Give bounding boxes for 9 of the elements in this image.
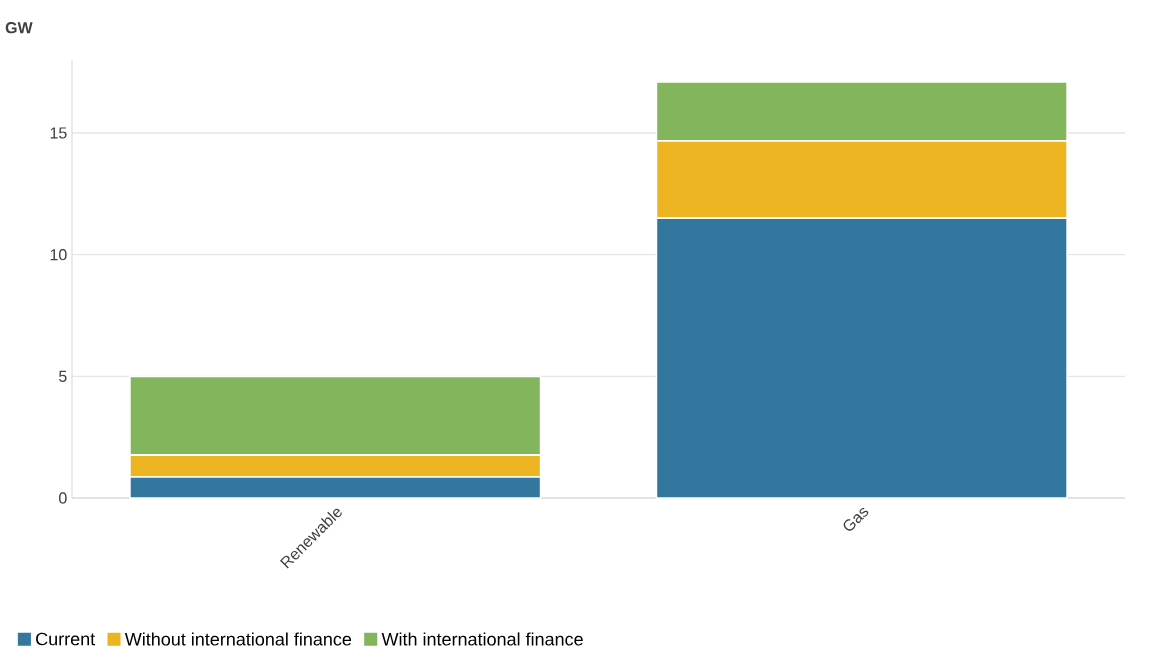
y-tick-label: 15	[50, 127, 67, 139]
legend-label: Current	[36, 632, 96, 646]
legend-label: Without international finance	[124, 632, 352, 646]
y-axis-title: GW	[5, 22, 33, 34]
y-tick-label: 10	[50, 249, 67, 261]
y-tick-label: 5	[59, 370, 67, 382]
legend-label: With international finance	[381, 632, 583, 646]
x-tick-label: Gas	[843, 508, 869, 531]
y-tick-label: 0	[59, 492, 67, 504]
